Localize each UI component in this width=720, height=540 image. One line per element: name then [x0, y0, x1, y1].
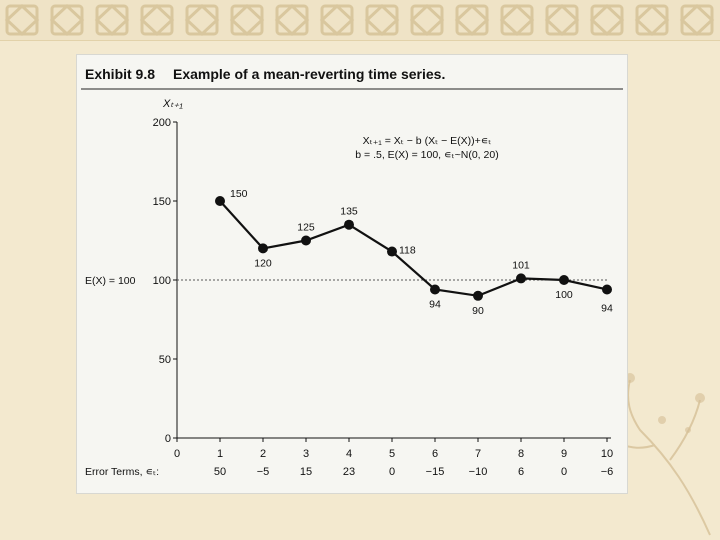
- knot-motif: [364, 3, 400, 37]
- x-tick-label: 6: [432, 448, 438, 460]
- mean-label: E(X) = 100: [85, 275, 136, 287]
- knot-motif: [49, 3, 85, 37]
- y-axis-label: Xₜ₊₁: [162, 98, 183, 110]
- data-label: 101: [512, 259, 530, 271]
- data-label: 94: [601, 302, 613, 314]
- knot-motif: [589, 3, 625, 37]
- knot-motif: [4, 3, 40, 37]
- error-term-value: 15: [300, 466, 312, 478]
- y-tick-label: 150: [153, 196, 171, 208]
- knot-motif: [229, 3, 265, 37]
- series-line: [219, 200, 608, 297]
- error-term-value: 0: [561, 466, 567, 478]
- data-point: [215, 196, 225, 206]
- y-tick-label: 50: [159, 354, 171, 366]
- data-point: [473, 290, 483, 301]
- data-label: 100: [555, 289, 573, 301]
- x-tick-label: 7: [475, 448, 481, 460]
- knot-motif: [679, 3, 715, 37]
- x-tick-label: 9: [561, 448, 567, 460]
- error-term-value: −5: [257, 466, 270, 478]
- data-label: 135: [340, 206, 358, 218]
- decorative-border: [0, 0, 720, 41]
- x-tick-label: 0: [174, 448, 180, 460]
- exhibit-number: Exhibit 9.8: [85, 66, 155, 82]
- data-label: 118: [399, 245, 416, 257]
- x-tick-label: 1: [217, 448, 223, 460]
- x-tick-label: 2: [260, 448, 266, 460]
- error-term-value: 50: [214, 466, 226, 478]
- error-term-value: 23: [343, 466, 355, 478]
- x-tick-label: 3: [303, 448, 309, 460]
- knot-motif: [139, 3, 175, 37]
- knot-motif: [634, 3, 670, 37]
- knot-motif: [499, 3, 535, 37]
- knot-motif: [409, 3, 445, 37]
- knot-motif: [319, 3, 355, 37]
- data-label: 90: [472, 305, 484, 317]
- y-tick-label: 200: [153, 117, 171, 129]
- data-point: [387, 246, 397, 257]
- knot-motif: [184, 3, 220, 37]
- exhibit-title: Example of a mean-reverting time series.: [173, 66, 445, 82]
- equation-line-1: Xₜ₊₁ = Xₜ − b (Xₜ − E(X))+∊ₜ: [363, 135, 492, 147]
- data-point: [301, 235, 311, 246]
- data-point: [559, 275, 569, 285]
- error-term-value: −15: [426, 466, 445, 478]
- data-label: 125: [297, 222, 315, 234]
- x-tick-label: 10: [601, 448, 613, 460]
- error-term-value: −6: [601, 466, 614, 478]
- error-term-value: 6: [518, 466, 524, 478]
- data-point: [344, 219, 354, 230]
- knot-motif: [544, 3, 580, 37]
- error-term-value: −10: [469, 466, 488, 478]
- mean-reverting-chart: Exhibit 9.8 Example of a mean-reverting …: [81, 66, 623, 478]
- knot-motif: [94, 3, 130, 37]
- error-term-value: 0: [389, 466, 395, 478]
- knot-motif: [274, 3, 310, 37]
- y-tick-label: 100: [153, 275, 171, 287]
- y-tick-label: 0: [165, 433, 171, 445]
- x-tick-label: 5: [389, 448, 395, 460]
- knot-motif: [454, 3, 490, 37]
- data-label: 150: [230, 188, 248, 200]
- knot-pattern: [4, 3, 715, 37]
- exhibit-figure: Exhibit 9.8 Example of a mean-reverting …: [77, 55, 627, 493]
- data-point: [258, 243, 268, 254]
- plum-branch-decoration: [611, 373, 711, 536]
- data-point: [602, 284, 612, 295]
- equation-line-2: b = .5, E(X) = 100, ∊ₜ~N(0, 20): [355, 149, 498, 161]
- data-point: [516, 273, 526, 284]
- x-tick-label: 4: [346, 448, 352, 460]
- x-tick-label: 8: [518, 448, 524, 460]
- data-label: 120: [254, 257, 272, 269]
- data-label: 94: [429, 298, 441, 310]
- error-terms-label: Error Terms, ∊ₜ:: [85, 466, 159, 478]
- data-point: [430, 284, 440, 295]
